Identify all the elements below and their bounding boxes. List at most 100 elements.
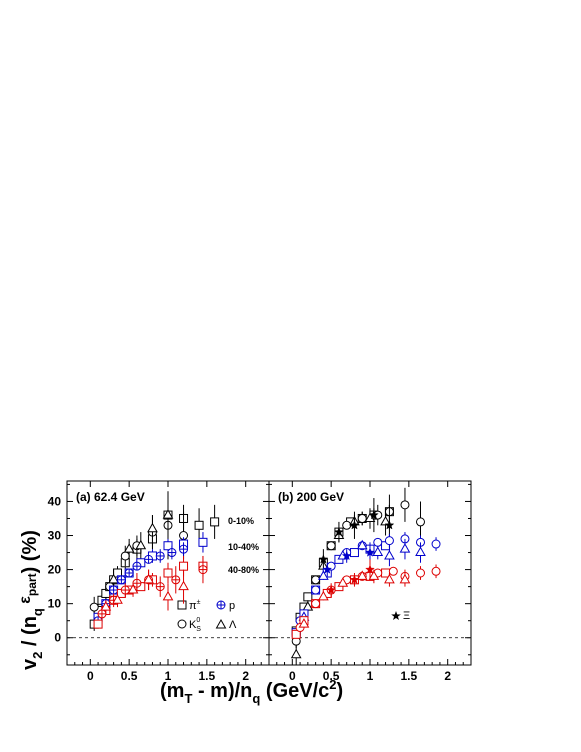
legend-p-label: p [229,600,235,612]
data-point-circle [311,585,321,595]
data-point-circle [357,513,367,523]
x-axis-label: (mT - m)/nq (GeV/c2) [160,677,343,706]
x-tick-label: 0 [87,669,94,683]
data-point-circle [431,539,441,549]
legend-k0s-marker [177,619,187,629]
data-point-triangle [384,549,395,560]
data-point-square [194,520,204,530]
centrality-label-0-10: 0-10% [228,516,254,526]
data-point-triangle [162,590,174,601]
data-point-triangle [399,543,411,553]
data-point-triangle [143,573,154,584]
panel-b-axes: 0 0.5 1 1.5 2 [269,481,471,683]
data-point-circle [311,599,321,609]
data-point-triangle [290,648,302,659]
legend-xi-label: Ξ [403,610,410,622]
centrality-label-10-40: 10-40% [228,542,259,552]
data-point-triangle [318,570,329,580]
x-tick-label: 1 [367,669,374,683]
data-point-star [349,574,360,585]
legend-lambda: Λ [215,618,237,631]
data-point-circle [120,551,130,561]
data-point-circle [416,568,425,578]
data-point-triangle [178,580,189,591]
legend-p: p [216,600,235,612]
x-tick-label: 0.5 [323,669,340,683]
y-tick-label: 0 [54,631,61,645]
data-point-triangle [298,618,310,628]
data-point-star [349,520,360,530]
data-point-circle [326,541,336,551]
y-tick-label: 10 [48,597,62,611]
data-point-triangle [356,539,368,550]
data-point-triangle [318,590,329,601]
data-point-triangle [135,539,147,550]
data-point-star [365,547,375,557]
data-point-square [303,592,313,602]
legend-k0s: K0 S [177,617,201,633]
legend-lambda-label: Λ [229,619,237,631]
data-point-triangle [337,577,349,587]
legend-lambda-marker [215,618,227,629]
data-point-star [326,584,337,595]
data-point-triangle [123,543,135,553]
x-tick-label: 1.5 [401,669,418,683]
data-point-triangle [112,594,123,604]
x-tick-label: 1 [165,669,172,683]
data-point-triangle [162,509,174,519]
data-point-triangle [380,515,391,526]
data-point-triangle [384,573,395,584]
x-tick-label: 1.5 [199,669,216,683]
data-point-square [179,561,189,571]
data-point-star [384,520,395,530]
data-point-circle [416,517,425,527]
legend-xi: Ξ [391,610,410,622]
x-tick-label: 2 [242,669,249,683]
y-tick-label: 30 [48,529,62,543]
data-point-square [163,568,173,578]
data-point-star [322,564,333,574]
legend-k0s-label: K0 S [189,617,201,633]
data-point-star [333,526,344,537]
x-tick-label: 0 [289,669,296,683]
data-point-star [318,554,329,564]
data-point-square [198,537,208,547]
data-point-square [349,548,359,558]
panel-a-plot [89,491,220,631]
data-point-triangle [127,584,139,594]
data-point-square [291,629,301,639]
data-point-circle [400,500,410,510]
legend-pi: π± [177,599,201,612]
panel-b-plot [290,487,441,665]
y-tick-label: 40 [48,494,62,508]
data-point-triangle [372,546,384,557]
data-point-triangle [356,570,368,580]
y-tick-label: 20 [48,563,62,577]
x-tick-label: 2 [444,669,451,683]
data-point-circle [384,536,394,546]
panel-b-title: (b) 200 GeV [278,490,344,504]
y-axis-label: v2 / (nq εpart) (%) [17,530,45,670]
data-point-circle [373,537,383,547]
data-point-circle [89,602,99,612]
legend-pi-marker [177,600,187,610]
data-point-star [365,564,375,574]
legend-pi-label: π± [189,599,201,612]
data-point-square [93,619,103,629]
data-point-triangle [399,573,411,584]
data-point-triangle [108,573,119,584]
panel-a-title: (a) 62.4 GeV [76,490,145,504]
data-point-circle [431,566,441,576]
data-point-triangle [415,546,426,557]
data-point-square [210,517,220,527]
centrality-label-40-80: 40-80% [228,565,259,575]
data-point-triangle [147,522,158,533]
legend-xi-marker [391,611,401,620]
data-point-star [341,550,352,561]
x-tick-label: 0.5 [121,669,138,683]
data-point-circle [388,566,398,576]
data-point-triangle [100,601,112,611]
data-point-star [368,509,379,520]
